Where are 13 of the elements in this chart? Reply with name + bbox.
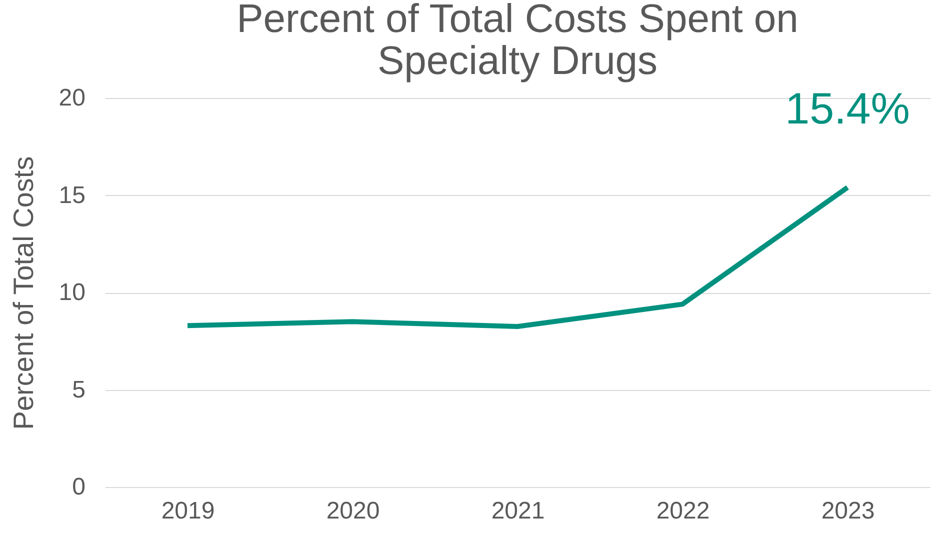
x-tick-label: 2020 <box>326 498 380 524</box>
y-tick-label: 10 <box>58 279 86 306</box>
y-axis-title: Percent of Total Costs <box>8 156 39 430</box>
y-tick-label: 20 <box>58 84 86 112</box>
y-tick-label: 0 <box>72 474 86 500</box>
x-tick-label: 2022 <box>656 498 710 524</box>
y-tick-label: 15 <box>58 182 86 209</box>
chart-title: Percent of Total Costs Spent on Specialty Drugs <box>236 0 798 83</box>
y-tick-label: 5 <box>72 376 86 404</box>
annotation: 15.4% <box>785 84 910 134</box>
x-tick-label: 2023 <box>821 498 875 524</box>
x-tick-label: 2021 <box>491 498 545 524</box>
x-tick-label: 2019 <box>161 498 215 524</box>
